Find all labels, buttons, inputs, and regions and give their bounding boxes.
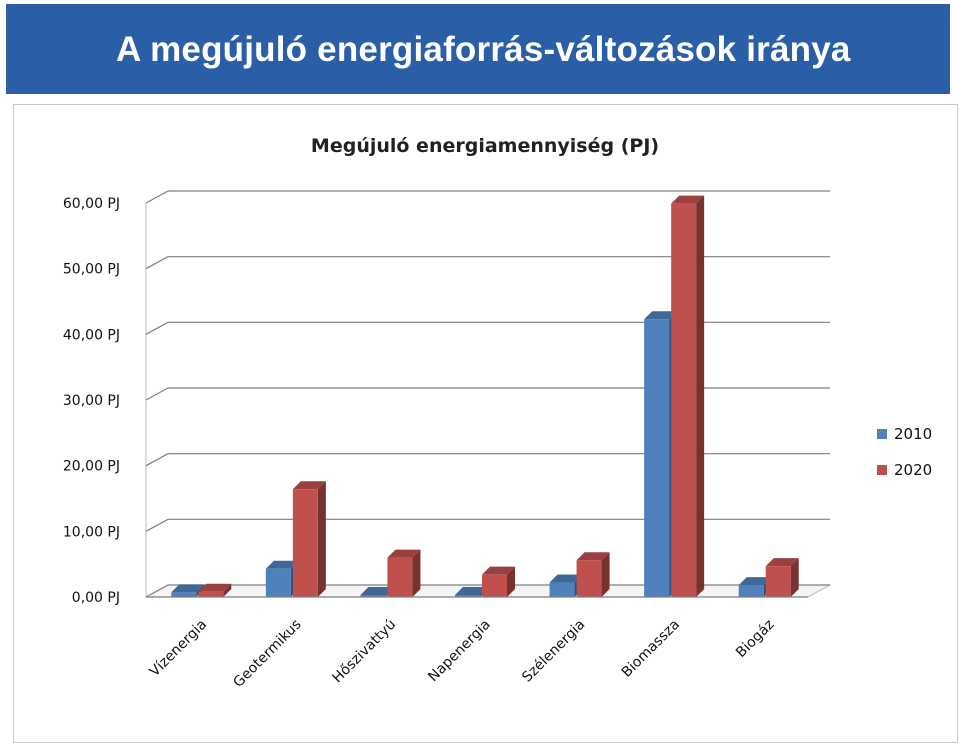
- bar-2020-3: [482, 566, 515, 597]
- y-tick-label: 20,00 PJ: [63, 459, 120, 475]
- y-tick-label: 30,00 PJ: [63, 393, 120, 409]
- gridline-diagonal: [145, 321, 169, 335]
- bar-front: [576, 560, 602, 597]
- gridline-diagonal: [145, 518, 169, 532]
- bar-front: [198, 591, 224, 597]
- x-tick-label: Vízenergia: [147, 617, 210, 680]
- gridline-diagonal: [145, 387, 169, 401]
- bar-top: [549, 574, 583, 583]
- bar-top: [671, 195, 705, 204]
- y-tick-label: 40,00 PJ: [63, 327, 120, 343]
- bar-front: [482, 574, 507, 597]
- y-tick-label: 60,00 PJ: [63, 196, 120, 212]
- title-banner: A megújuló energiaforrás-változások irán…: [6, 4, 950, 94]
- page-title: A megújuló energiaforrás-változások irán…: [116, 30, 851, 69]
- bar-front: [171, 592, 197, 597]
- bar-side: [601, 552, 610, 597]
- legend-label-2020: 2020: [894, 461, 932, 479]
- bar-side: [696, 195, 705, 597]
- y-tick-label: 0,00 PJ: [72, 590, 120, 606]
- bar-2020-0: [198, 583, 232, 597]
- bar-side: [412, 549, 421, 597]
- bar-front: [765, 566, 791, 597]
- x-tick-label: Biogáz: [733, 617, 777, 661]
- bar-chart: Megújuló energiamennyiség (PJ) 0,00 PJ 10,…: [63, 135, 932, 691]
- y-tick-label: 50,00 PJ: [63, 262, 120, 278]
- bar-side: [507, 566, 515, 597]
- bar-front: [265, 568, 291, 597]
- legend-swatch-2020: [877, 465, 887, 475]
- gridline-diagonal: [145, 256, 169, 270]
- legend-label-2010: 2010: [894, 425, 932, 443]
- bar-front: [292, 489, 318, 597]
- bar-top: [292, 481, 326, 490]
- chart-frame: Megújuló energiamennyiség (PJ) 0,00 PJ 10,…: [13, 104, 958, 743]
- bar-side: [317, 481, 326, 597]
- x-tick-label: Biomassza: [619, 617, 683, 681]
- gridline-diagonal: [145, 584, 169, 598]
- gridline-diagonal: [145, 453, 169, 467]
- bar-front: [671, 203, 697, 597]
- y-tick-label: 10,00 PJ: [63, 524, 120, 540]
- bar-2020-5: [671, 195, 705, 597]
- bar-top: [265, 560, 299, 569]
- bar-top: [171, 584, 205, 593]
- chart-title: Megújuló energiamennyiség (PJ): [311, 135, 659, 157]
- bar-top: [644, 311, 678, 320]
- x-tick-label: Szélenergia: [519, 617, 588, 686]
- bar-front: [360, 595, 386, 597]
- x-tick-label: Napenergia: [425, 617, 494, 686]
- bar-top: [360, 587, 394, 595]
- bar-top: [765, 558, 799, 567]
- legend-swatch-2010: [877, 429, 887, 439]
- bar-front: [549, 582, 575, 597]
- x-tick-label: Hőszivattyú: [330, 617, 400, 687]
- bar-front: [738, 585, 764, 597]
- bar-top: [576, 552, 610, 561]
- bar-top: [455, 587, 488, 595]
- bar-2020-1: [292, 481, 326, 597]
- bar-top: [198, 583, 232, 592]
- bar-front: [387, 557, 413, 597]
- bar-2020-4: [576, 552, 610, 597]
- bar-top: [482, 566, 515, 575]
- x-tick-label: Geotermikus: [230, 617, 304, 691]
- bar-2020-6: [765, 558, 799, 597]
- bar-front: [455, 595, 480, 597]
- bar-top: [738, 577, 772, 586]
- bar-side: [790, 558, 799, 597]
- bar-top: [387, 549, 421, 558]
- gridline-diagonal: [145, 190, 169, 204]
- bar-side: [223, 583, 232, 597]
- bar-front: [644, 319, 670, 597]
- bar-2020-2: [387, 549, 421, 597]
